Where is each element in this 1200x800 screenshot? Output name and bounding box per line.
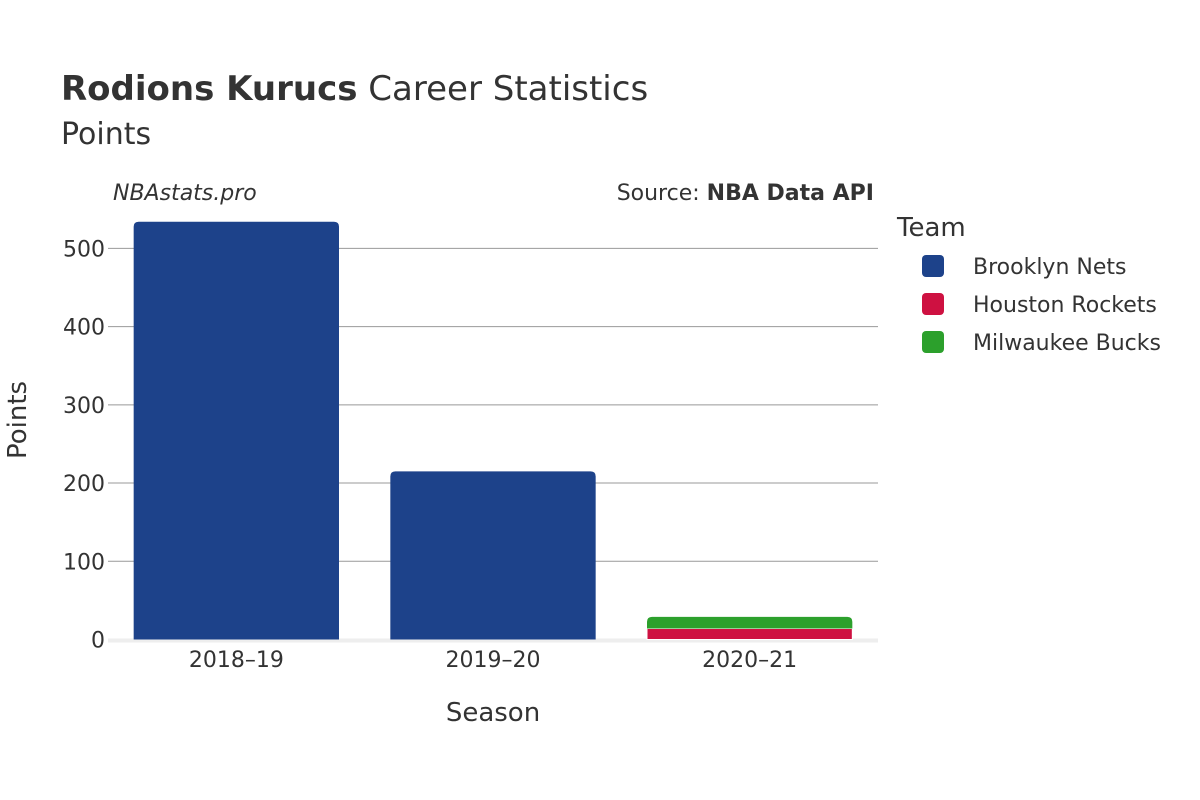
x-tick-label: 2018–19 (189, 648, 284, 673)
x-tick-label: 2020–21 (702, 648, 797, 673)
bar-milwaukee-bucks-2 (647, 616, 853, 629)
chart-subtitle: Points (61, 117, 151, 152)
x-axis-label: Season (446, 698, 540, 728)
source-prefix: Source: (617, 181, 707, 206)
title-rest: Career Statistics (358, 69, 649, 109)
legend-swatch (922, 293, 944, 315)
x-tick-label: 2019–20 (446, 648, 541, 673)
bars (133, 221, 853, 640)
y-tick-labels: 0 100 200 300 400 500 (63, 237, 105, 653)
y-tick-label: 400 (63, 316, 105, 341)
legend-swatch (922, 255, 944, 277)
y-tick-label: 300 (63, 394, 105, 419)
legend-label: Brooklyn Nets (973, 255, 1126, 280)
bar-brooklyn-nets-1 (390, 471, 596, 640)
y-tick-label: 100 (63, 550, 105, 575)
source-name: NBA Data API (707, 181, 874, 206)
bar-houston-rockets-2 (646, 628, 853, 640)
legend-swatch (922, 331, 944, 353)
legend-title: Team (896, 213, 966, 243)
title-player: Rodions Kurucs (61, 69, 358, 109)
y-axis-label: Points (3, 381, 33, 459)
legend-label: Milwaukee Bucks (973, 331, 1161, 356)
legend-items: Brooklyn Nets Houston Rockets Milwaukee Bu… (922, 255, 1161, 356)
chart-title: Rodions Kurucs Career Statistics (61, 69, 648, 109)
legend: Team Brooklyn Nets Houston Rockets Milwauk… (896, 213, 1161, 356)
source-credit: Source: NBA Data API (617, 181, 874, 206)
legend-label: Houston Rockets (973, 293, 1157, 318)
y-tick-label: 500 (63, 237, 105, 262)
watermark: NBAstats.pro (113, 181, 257, 206)
x-tick-labels: 2018–19 2019–20 2020–21 (189, 648, 797, 673)
bar-brooklyn-nets-0 (133, 221, 339, 640)
y-tick-label: 0 (91, 629, 105, 654)
y-tick-label: 200 (63, 472, 105, 497)
